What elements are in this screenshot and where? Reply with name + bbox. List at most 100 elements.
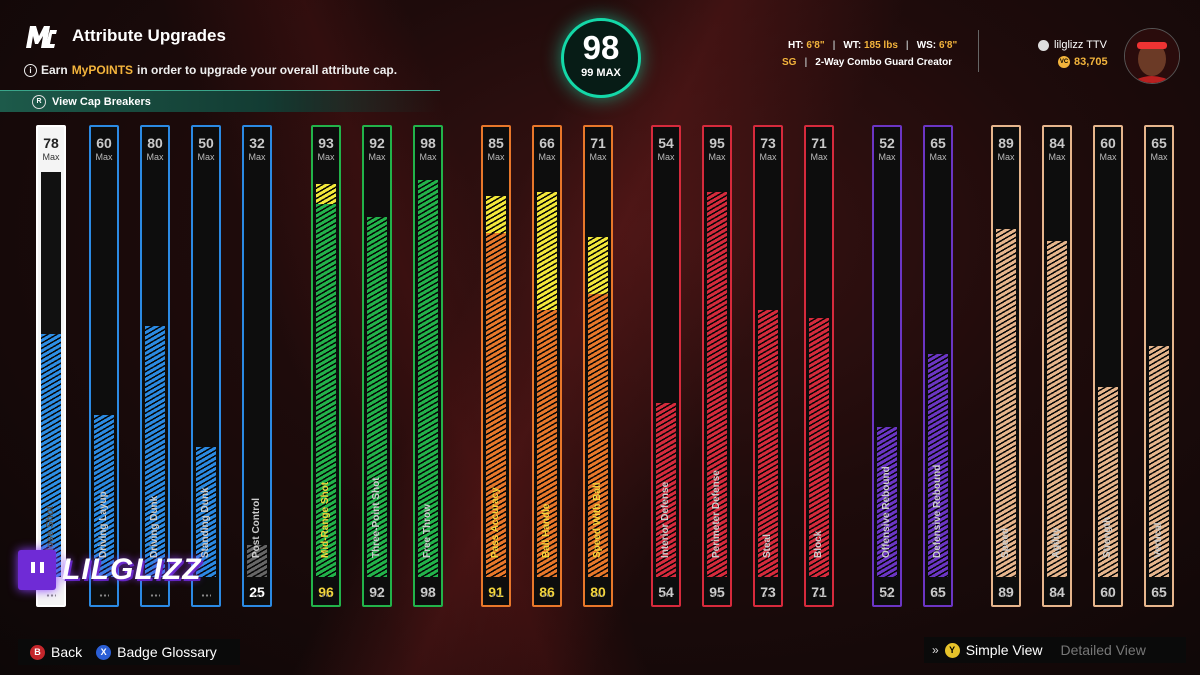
x-button-icon: X [96, 644, 112, 660]
attribute-bar[interactable]: 60 Max Driving Layup [89, 125, 119, 607]
vc-coin-icon: VC [1058, 56, 1070, 68]
attribute-dots [1154, 594, 1164, 597]
attribute-cap-value: 65 [930, 135, 946, 151]
attribute-boost [588, 236, 608, 294]
height-value: 6'8" [806, 40, 825, 51]
attribute-current-value: 65 [1151, 584, 1167, 600]
page-title: Attribute Upgrades [72, 26, 226, 45]
attribute-current-value: 89 [998, 584, 1014, 600]
attribute-cap-label: Max [487, 152, 505, 162]
b-button-icon: B [30, 644, 45, 660]
attribute-cap-value: 80 [147, 135, 163, 151]
attribute-bar[interactable]: 65 Max Defensive Rebound 65 [923, 125, 953, 607]
attribute-bar[interactable]: 93 Max Mid-Range Shot 96 [311, 125, 341, 607]
attribute-cap-value: 52 [879, 135, 895, 151]
xbox-icon [1038, 39, 1049, 51]
avatar [1124, 28, 1180, 84]
attribute-bar[interactable]: 54 Max Interior Defense 54 [651, 125, 681, 607]
attribute-name: Driving Dunk [149, 495, 160, 558]
mypoints-highlight: MyPOINTS [71, 63, 134, 77]
attribute-current-value: 52 [879, 584, 895, 600]
attribute-cap-value: 95 [709, 135, 725, 151]
overall-max: 99 MAX [581, 67, 621, 79]
attribute-cap-value: 85 [488, 135, 504, 151]
attribute-cap-value: 50 [198, 135, 214, 151]
attribute-fill [247, 544, 267, 577]
attribute-dots [423, 594, 433, 597]
attribute-bar[interactable]: 65 Max Vertical 65 [1144, 125, 1174, 607]
attribute-bar[interactable]: 32 Max Post Control 25 [242, 125, 272, 607]
attribute-bar[interactable]: 52 Max Offensive Rebound 52 [872, 125, 902, 607]
attribute-name: Mid-Range Shot [320, 481, 331, 558]
attribute-track [758, 172, 778, 577]
attribute-track [367, 172, 387, 577]
simple-view-tab[interactable]: Simple View [965, 642, 1043, 658]
attribute-cap-label: Max [1150, 152, 1168, 162]
attribute-bar[interactable]: 92 Max Three-Point Shot 92 [362, 125, 392, 607]
detailed-view-tab[interactable]: Detailed View [1060, 642, 1146, 658]
attribute-cap-label: Max [95, 152, 113, 162]
view-cap-breakers-button[interactable]: R View Cap Breakers [0, 90, 440, 112]
attribute-bar[interactable]: 66 Max Ball Handle 86 [532, 125, 562, 607]
attribute-fill [41, 334, 61, 577]
attribute-name: Strength [1102, 516, 1113, 558]
attribute-bar[interactable]: 85 Max Pass Accuracy 91 [481, 125, 511, 607]
attribute-name: Standing Dunk [200, 487, 211, 558]
attribute-boost [537, 192, 557, 310]
attribute-cap-value: 92 [369, 135, 385, 151]
attribute-bar[interactable]: 98 Max Free Throw 98 [413, 125, 443, 607]
attribute-name: Defensive Rebound [932, 464, 943, 558]
attribute-fill [996, 228, 1016, 577]
attribute-cap-value: 65 [1151, 135, 1167, 151]
attribute-track [656, 172, 676, 577]
attribute-bar[interactable]: 80 Max Driving Dunk [140, 125, 170, 607]
attribute-boost [486, 196, 506, 233]
attribute-track [94, 172, 114, 577]
attribute-fill [418, 180, 438, 577]
attribute-track [809, 172, 829, 577]
attribute-fill [537, 309, 557, 577]
attribute-bar[interactable]: 78 Max Close Shot [36, 125, 66, 607]
attribute-bar[interactable]: 71 Max Speed With Ball 80 [583, 125, 613, 607]
attribute-cap-value: 66 [539, 135, 555, 151]
attribute-bar[interactable]: 71 Max Block 71 [804, 125, 834, 607]
attribute-cap-value: 71 [590, 135, 606, 151]
attribute-bar[interactable]: 95 Max Perimeter Defense 95 [702, 125, 732, 607]
attribute-track [588, 172, 608, 577]
attribute-bar[interactable]: 60 Max Strength 60 [1093, 125, 1123, 607]
archetype: 2-Way Combo Guard Creator [815, 57, 953, 68]
attribute-current-value: 65 [930, 584, 946, 600]
mc-logo [26, 26, 57, 48]
attribute-bar[interactable]: 50 Max Standing Dunk [191, 125, 221, 607]
attribute-name: Agility [1051, 527, 1062, 558]
attribute-dots [99, 594, 109, 597]
attribute-cap-label: Max [759, 152, 777, 162]
attribute-fill [1149, 346, 1169, 577]
attribute-cap-label: Max [708, 152, 726, 162]
attribute-cap-label: Max [1099, 152, 1117, 162]
attribute-fill [1047, 240, 1067, 577]
attribute-name: Interior Defense [660, 481, 671, 558]
chevron-right-icon: » [932, 643, 939, 657]
attribute-current-value: 84 [1049, 584, 1065, 600]
attribute-track [41, 172, 61, 577]
attribute-track [316, 172, 336, 577]
back-button[interactable]: Back [51, 644, 83, 660]
attribute-name: Vertical [1153, 522, 1164, 558]
badge-glossary-button[interactable]: Badge Glossary [117, 644, 217, 660]
attribute-track [996, 172, 1016, 577]
attribute-track [196, 172, 216, 577]
attribute-fill [367, 216, 387, 577]
footer-right: » Y Simple View Detailed View [924, 637, 1186, 663]
attribute-dots [1052, 594, 1062, 597]
attribute-track [1149, 172, 1169, 577]
attribute-cap-label: Max [589, 152, 607, 162]
y-button-icon: Y [944, 642, 960, 658]
attribute-current-value: 95 [709, 584, 725, 600]
attribute-name: Ball Handle [541, 503, 552, 558]
attribute-bar[interactable]: 73 Max Steal 73 [753, 125, 783, 607]
attribute-bar[interactable]: 84 Max Agility 84 [1042, 125, 1072, 607]
attribute-bar[interactable]: 89 Max Speed 89 [991, 125, 1021, 607]
attribute-dots [321, 594, 331, 597]
attribute-cap-label: Max [317, 152, 335, 162]
